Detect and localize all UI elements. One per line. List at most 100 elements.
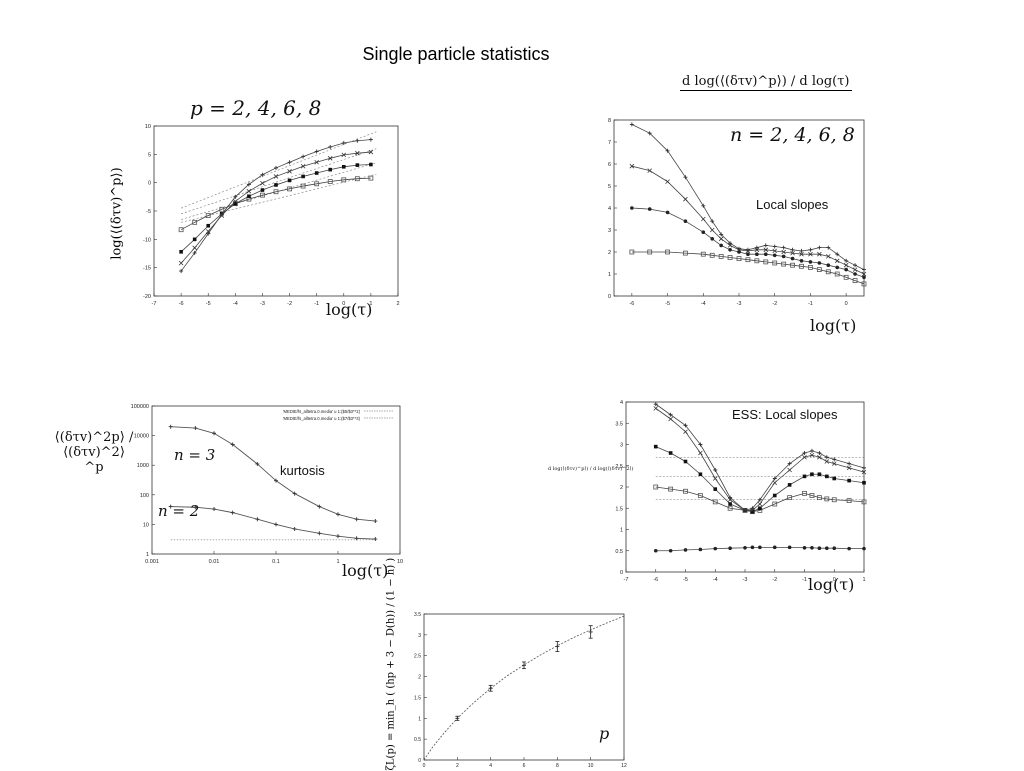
data-point bbox=[697, 493, 703, 498]
data-point bbox=[772, 253, 777, 258]
data-point bbox=[802, 451, 807, 455]
data-point bbox=[698, 547, 703, 552]
x-tick-label: 8 bbox=[556, 763, 559, 768]
x-tick-label: -5 bbox=[683, 577, 688, 583]
y-tick-label: 2 bbox=[620, 485, 623, 491]
data-point bbox=[653, 402, 658, 407]
data-point bbox=[713, 487, 718, 491]
data-point bbox=[287, 178, 292, 183]
data-point bbox=[328, 144, 333, 149]
data-point bbox=[816, 267, 822, 273]
data-point bbox=[698, 442, 703, 447]
data-point bbox=[683, 175, 688, 180]
data-point bbox=[260, 172, 265, 177]
data-point bbox=[824, 496, 830, 502]
data-point bbox=[368, 137, 373, 142]
model-curve bbox=[423, 615, 625, 761]
data-point bbox=[555, 644, 560, 649]
data-point bbox=[710, 237, 715, 241]
data-point bbox=[763, 252, 768, 256]
data-point bbox=[847, 546, 851, 551]
data-point bbox=[861, 281, 867, 287]
data-point bbox=[273, 189, 279, 195]
y-tick-label: 2.5 bbox=[414, 654, 421, 660]
data-point bbox=[701, 203, 706, 208]
plot-frame bbox=[153, 125, 399, 297]
y-tick-label: 5 bbox=[608, 184, 611, 190]
data-point bbox=[790, 247, 795, 252]
data-point bbox=[832, 476, 837, 481]
x-tick-label: -2 bbox=[772, 577, 777, 583]
data-point bbox=[317, 504, 322, 509]
data-point bbox=[327, 179, 333, 184]
x-tick-label: -6 bbox=[629, 301, 634, 307]
data-point bbox=[763, 243, 768, 248]
data-point bbox=[653, 444, 658, 449]
series-line bbox=[655, 408, 865, 511]
data-point bbox=[743, 508, 747, 513]
data-point bbox=[808, 260, 813, 264]
data-point bbox=[862, 546, 866, 551]
panel2-n-label: n = 2, 4, 6, 8 bbox=[730, 124, 855, 146]
data-point bbox=[728, 248, 732, 252]
data-point bbox=[826, 245, 831, 250]
data-point bbox=[799, 263, 804, 269]
data-point bbox=[193, 505, 198, 510]
data-point bbox=[790, 256, 795, 261]
data-point bbox=[665, 148, 670, 153]
data-point bbox=[728, 502, 732, 506]
y-tick-label: 10 bbox=[145, 124, 151, 130]
data-point bbox=[790, 250, 795, 256]
data-point bbox=[787, 495, 793, 501]
data-point bbox=[300, 163, 306, 169]
data-point bbox=[274, 478, 278, 483]
data-point bbox=[809, 452, 815, 458]
data-point bbox=[772, 545, 777, 550]
y-tick-label: 6 bbox=[608, 162, 611, 168]
data-point bbox=[368, 149, 374, 155]
data-point bbox=[772, 480, 778, 486]
data-point bbox=[746, 252, 750, 256]
data-point bbox=[862, 275, 866, 280]
series-line bbox=[170, 426, 376, 522]
x-tick-label: 0.1 bbox=[272, 559, 280, 565]
y-tick-label: 7 bbox=[608, 140, 611, 146]
data-point bbox=[799, 251, 804, 257]
data-point bbox=[825, 474, 829, 479]
y-tick-label: 10000 bbox=[134, 434, 149, 440]
data-point bbox=[373, 519, 378, 524]
data-point bbox=[233, 199, 238, 204]
data-point bbox=[230, 510, 235, 515]
fit-line bbox=[181, 173, 377, 223]
data-point bbox=[246, 182, 251, 187]
data-point bbox=[314, 181, 320, 187]
data-point bbox=[817, 261, 822, 265]
series-line bbox=[180, 177, 371, 231]
data-point bbox=[750, 506, 755, 511]
data-point bbox=[341, 152, 347, 158]
panel1-title: p = 2, 4, 6, 8 bbox=[190, 96, 321, 120]
data-point bbox=[758, 545, 762, 550]
data-point bbox=[647, 249, 653, 255]
y-tick-label: 0 bbox=[418, 758, 421, 764]
data-point bbox=[728, 495, 733, 500]
data-point bbox=[369, 162, 373, 167]
data-point bbox=[847, 478, 851, 483]
data-point bbox=[825, 546, 829, 550]
data-point bbox=[862, 465, 866, 470]
x-tick-label: -4 bbox=[713, 577, 718, 583]
data-point bbox=[781, 261, 787, 267]
data-point bbox=[698, 472, 703, 477]
data-point bbox=[233, 194, 238, 199]
data-point bbox=[826, 263, 831, 267]
x-tick-label: -2 bbox=[287, 301, 292, 307]
data-point bbox=[668, 451, 673, 455]
data-point bbox=[817, 245, 822, 250]
data-point bbox=[206, 223, 211, 228]
data-point bbox=[727, 505, 733, 511]
data-point bbox=[817, 451, 822, 455]
x-tick-label: -4 bbox=[233, 301, 238, 307]
data-point bbox=[260, 192, 265, 198]
data-point bbox=[588, 629, 593, 634]
data-point bbox=[758, 506, 762, 511]
